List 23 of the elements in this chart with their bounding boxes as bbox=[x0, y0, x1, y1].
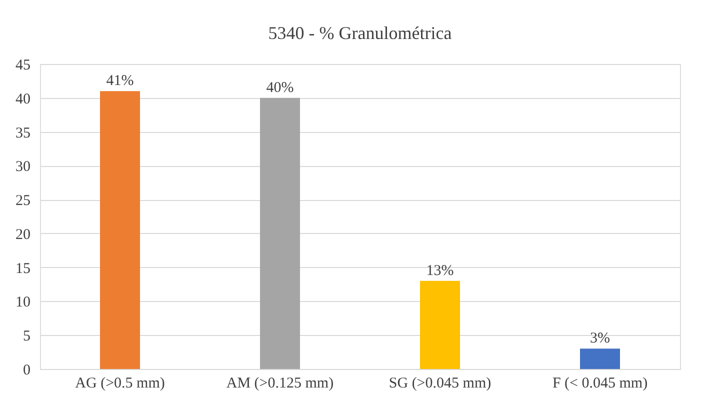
y-tick-label: 0 bbox=[23, 362, 30, 378]
y-tick-label: 25 bbox=[16, 193, 30, 210]
x-tick-label: AM (>0.125 mm) bbox=[226, 376, 334, 392]
y-tick-label: 10 bbox=[16, 294, 30, 311]
bar bbox=[260, 98, 300, 369]
data-label: 41% bbox=[106, 73, 134, 90]
y-tick-label: 5 bbox=[23, 328, 30, 345]
x-tick-label: F (< 0.045 mm) bbox=[552, 376, 648, 392]
x-tick-label: AG (>0.5 mm) bbox=[75, 376, 165, 392]
data-label: 40% bbox=[266, 80, 294, 96]
bar bbox=[100, 91, 140, 369]
y-tick-label: 40 bbox=[16, 91, 30, 108]
chart-title: 5340 - % Granulométrica bbox=[268, 23, 452, 43]
y-tick-label: 45 bbox=[16, 58, 30, 74]
y-tick-label: 15 bbox=[16, 260, 30, 277]
bar bbox=[420, 280, 460, 369]
bar bbox=[580, 348, 620, 369]
y-tick-label: 30 bbox=[16, 159, 30, 176]
y-tick-label: 20 bbox=[16, 226, 30, 243]
data-label: 13% bbox=[426, 262, 454, 279]
y-tick-label: 35 bbox=[16, 125, 30, 142]
data-label: 3% bbox=[590, 330, 610, 347]
x-tick-label: SG (>0.045 mm) bbox=[388, 376, 492, 392]
